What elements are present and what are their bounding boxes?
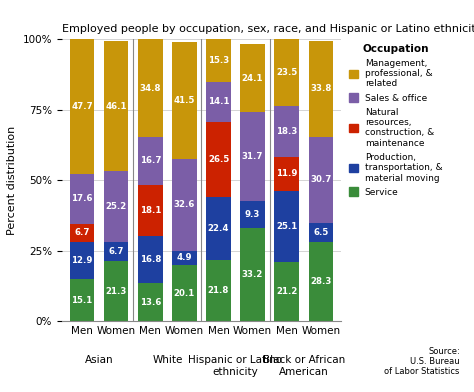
Text: 9.3: 9.3 xyxy=(245,210,260,219)
Bar xyxy=(240,44,265,112)
Y-axis label: Percent distribution: Percent distribution xyxy=(7,126,17,235)
Bar xyxy=(104,41,128,171)
Bar xyxy=(104,171,128,242)
Bar xyxy=(138,138,163,185)
Text: Source:
U.S. Bureau
of Labor Statistics: Source: U.S. Bureau of Labor Statistics xyxy=(384,347,460,376)
Text: 46.1: 46.1 xyxy=(105,102,127,111)
Bar xyxy=(70,174,94,223)
Text: 18.3: 18.3 xyxy=(276,127,297,136)
Text: 30.7: 30.7 xyxy=(310,175,331,184)
Text: 24.1: 24.1 xyxy=(242,74,264,82)
Text: 26.5: 26.5 xyxy=(208,155,229,164)
Bar xyxy=(138,236,163,283)
Bar xyxy=(70,39,94,174)
Text: 17.6: 17.6 xyxy=(71,194,93,203)
Text: 15.3: 15.3 xyxy=(208,56,229,65)
Text: 6.7: 6.7 xyxy=(74,229,90,238)
Bar xyxy=(274,191,299,261)
Legend: Management,
professional, &
related, Sales & office, Natural
resources,
construc: Management, professional, & related, Sal… xyxy=(348,44,442,197)
Text: Employed people by occupation, sex, race, and Hispanic or Latino ethnicity, 2010: Employed people by occupation, sex, race… xyxy=(62,24,474,34)
Text: 22.4: 22.4 xyxy=(208,224,229,233)
Bar xyxy=(240,201,265,228)
Bar xyxy=(138,283,163,321)
Bar xyxy=(138,185,163,236)
Bar xyxy=(172,159,197,251)
Text: 32.6: 32.6 xyxy=(173,200,195,209)
Text: Black or African
American: Black or African American xyxy=(263,355,345,377)
Text: 25.1: 25.1 xyxy=(276,222,297,230)
Text: 33.8: 33.8 xyxy=(310,84,331,93)
Text: 41.5: 41.5 xyxy=(173,96,195,105)
Text: 11.9: 11.9 xyxy=(276,169,297,178)
Text: 31.7: 31.7 xyxy=(242,152,264,161)
Text: 21.8: 21.8 xyxy=(208,286,229,295)
Text: 14.1: 14.1 xyxy=(208,98,229,107)
Bar xyxy=(70,242,94,279)
Bar xyxy=(240,228,265,321)
Text: 25.2: 25.2 xyxy=(106,202,127,211)
Text: 15.1: 15.1 xyxy=(72,296,93,305)
Bar xyxy=(138,39,163,138)
Bar xyxy=(309,136,333,223)
Text: 21.3: 21.3 xyxy=(106,287,127,296)
Bar xyxy=(206,260,231,321)
Text: 23.5: 23.5 xyxy=(276,68,297,77)
Text: 6.7: 6.7 xyxy=(109,247,124,256)
Bar xyxy=(309,41,333,136)
Bar xyxy=(172,251,197,265)
Text: 6.5: 6.5 xyxy=(313,228,328,237)
Bar xyxy=(274,39,299,105)
Text: Hispanic or Latino
ethnicity: Hispanic or Latino ethnicity xyxy=(189,355,283,377)
Bar xyxy=(309,241,333,321)
Bar xyxy=(206,39,231,82)
Text: 12.9: 12.9 xyxy=(72,256,93,265)
Bar xyxy=(274,105,299,157)
Bar xyxy=(206,82,231,122)
Bar xyxy=(274,157,299,191)
Text: 47.7: 47.7 xyxy=(71,102,93,111)
Text: White: White xyxy=(152,355,182,365)
Text: 4.9: 4.9 xyxy=(177,253,192,262)
Bar xyxy=(172,42,197,159)
Text: 13.6: 13.6 xyxy=(140,298,161,307)
Text: 28.3: 28.3 xyxy=(310,277,331,286)
Bar xyxy=(206,197,231,260)
Bar xyxy=(274,261,299,321)
Bar xyxy=(309,223,333,241)
Bar xyxy=(172,265,197,321)
Text: 33.2: 33.2 xyxy=(242,270,263,279)
Text: 34.8: 34.8 xyxy=(139,84,161,93)
Text: 21.2: 21.2 xyxy=(276,287,297,296)
Text: 16.8: 16.8 xyxy=(140,255,161,264)
Text: 20.1: 20.1 xyxy=(174,289,195,298)
Bar xyxy=(70,279,94,321)
Bar xyxy=(104,261,128,321)
Text: 16.7: 16.7 xyxy=(139,156,161,165)
Bar xyxy=(240,112,265,201)
Bar xyxy=(104,242,128,261)
Text: 18.1: 18.1 xyxy=(140,205,161,214)
Bar xyxy=(70,223,94,242)
Text: Asian: Asian xyxy=(85,355,113,365)
Bar xyxy=(206,122,231,197)
